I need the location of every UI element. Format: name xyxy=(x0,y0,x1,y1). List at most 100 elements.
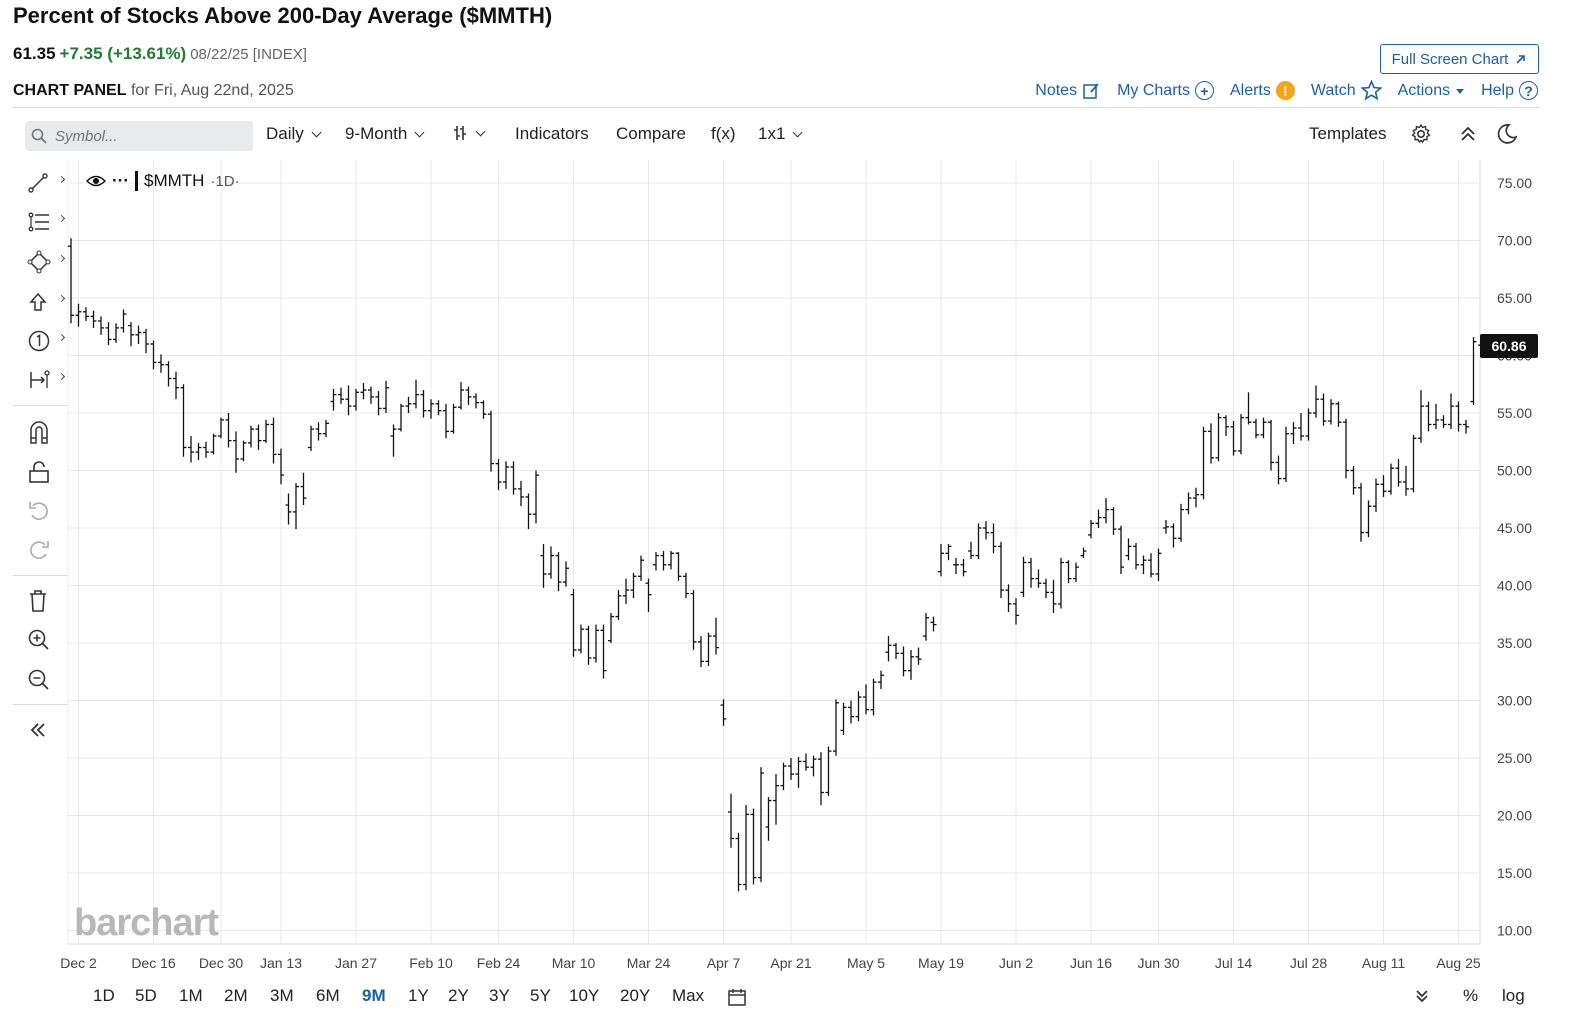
dark-mode-toggle[interactable] xyxy=(1496,123,1518,145)
range-2y[interactable]: 2Y xyxy=(448,986,469,1005)
collapse-toolbar-button[interactable] xyxy=(1459,125,1477,143)
arrow-up-icon xyxy=(29,292,47,311)
ohlc-bar xyxy=(795,756,802,788)
ohlc-bar xyxy=(353,388,359,411)
magnet-tool[interactable] xyxy=(13,417,67,447)
last-price: 61.35 xyxy=(13,44,56,63)
help-link[interactable]: Help? xyxy=(1481,80,1538,101)
divider xyxy=(13,405,67,406)
layout-dropdown[interactable]: 1x1 xyxy=(758,124,803,144)
range-1y[interactable]: 1Y xyxy=(408,986,429,1005)
settings-button[interactable] xyxy=(1410,123,1432,145)
ohlc-bar xyxy=(315,422,322,441)
range-6m[interactable]: 6M xyxy=(316,986,340,1005)
ohlc-bar xyxy=(998,541,1004,599)
ohlc-bar xyxy=(360,383,367,400)
compare-button[interactable]: Compare xyxy=(616,124,686,144)
period-dropdown[interactable]: 9-Month xyxy=(345,124,425,144)
symbol-search[interactable] xyxy=(25,121,253,151)
range-max[interactable]: Max xyxy=(672,986,705,1005)
ohlc-bar xyxy=(1058,557,1064,609)
ohlc-bar xyxy=(83,307,89,321)
annotation-tool[interactable] xyxy=(13,326,67,356)
range-5d[interactable]: 5D xyxy=(135,986,157,1005)
ohlc-bar xyxy=(113,323,119,343)
ohlc-bar xyxy=(1298,413,1304,441)
indicators-button[interactable]: Indicators xyxy=(515,124,589,144)
my-charts-link[interactable]: My Charts + xyxy=(1117,80,1214,101)
shape-tool[interactable] xyxy=(13,247,67,277)
ohlc-bar xyxy=(285,493,292,525)
ohlc-bar xyxy=(1253,418,1259,439)
ohlc-bar xyxy=(1005,584,1012,612)
ohlc-bar xyxy=(1448,393,1454,430)
ohlc-bar xyxy=(893,643,899,660)
x-axis: Dec 2 Dec 16 Dec 30 Jan 13 Jan 27 Feb 10 Feb 2… xyxy=(60,955,1481,971)
undo-button[interactable] xyxy=(13,496,67,526)
range-2m[interactable]: 2M xyxy=(224,986,248,1005)
ohlc-bar-icon xyxy=(454,126,466,140)
measure-tool[interactable] xyxy=(13,365,67,395)
arrow-tool[interactable] xyxy=(13,287,67,317)
quote-line: 61.35 +7.35 (+13.61%) 08/22/25 [INDEX] xyxy=(13,44,307,64)
zoom-out-button[interactable] xyxy=(13,665,67,695)
ohlc-bar xyxy=(1140,555,1147,574)
ohlc-bar xyxy=(1043,578,1049,599)
symbol-input[interactable] xyxy=(55,127,235,145)
range-3m[interactable]: 3M xyxy=(270,986,294,1005)
y-tick-label: 10.00 xyxy=(1497,923,1532,939)
double-chevron-down-icon xyxy=(1416,990,1428,1003)
collapse-sidebar-button[interactable] xyxy=(13,715,67,745)
delete-drawings-button[interactable] xyxy=(13,586,67,616)
range-9m[interactable]: 9M xyxy=(362,986,386,1005)
range-1m[interactable]: 1M xyxy=(179,986,203,1005)
percent-scale-toggle[interactable]: % xyxy=(1463,986,1479,1005)
watch-link[interactable]: Watch xyxy=(1311,80,1382,101)
zoom-in-button[interactable] xyxy=(13,625,67,655)
range-20y[interactable]: 20Y xyxy=(620,986,651,1005)
chart-type-dropdown[interactable] xyxy=(452,124,486,142)
grid xyxy=(67,160,1481,945)
full-screen-chart-button[interactable]: Full Screen Chart xyxy=(1380,44,1539,74)
redo-button[interactable] xyxy=(13,535,67,565)
eye-icon[interactable] xyxy=(86,174,106,188)
ohlc-bar xyxy=(165,361,172,387)
x-tick-label: Aug 11 xyxy=(1362,955,1406,971)
range-1d[interactable]: 1D xyxy=(93,986,115,1005)
x-tick-label: Dec 2 xyxy=(60,955,97,971)
calendar-button[interactable] xyxy=(727,987,747,1012)
function-button[interactable]: f(x) xyxy=(711,124,736,144)
ohlc-bar xyxy=(698,636,704,668)
ohlc-bar xyxy=(540,544,547,588)
trendline-tool[interactable] xyxy=(13,168,67,198)
range-3y[interactable]: 3Y xyxy=(489,986,510,1005)
number-marker-icon xyxy=(28,330,50,352)
interval-dropdown[interactable]: Daily xyxy=(266,124,322,144)
range-10y[interactable]: 10Y xyxy=(569,986,600,1005)
lock-tool[interactable] xyxy=(13,457,67,487)
x-tick-label: May 19 xyxy=(918,955,964,971)
ohlc-bar xyxy=(495,459,502,491)
ohlc-bar xyxy=(90,310,97,328)
actions-menu[interactable]: Actions xyxy=(1398,80,1465,101)
more-options-icon[interactable]: ··· xyxy=(112,171,129,190)
compare-label: Compare xyxy=(616,124,686,143)
y-tick-label: 20.00 xyxy=(1497,808,1532,824)
templates-button[interactable]: Templates xyxy=(1309,124,1386,144)
divider xyxy=(13,575,67,576)
collapse-range-button[interactable] xyxy=(1414,988,1430,1009)
ohlc-bar xyxy=(368,386,374,404)
ohlc-bar xyxy=(1268,419,1274,471)
ohlc-bar xyxy=(270,417,277,464)
ohlc-bar xyxy=(713,617,719,655)
ohlc-bar xyxy=(525,493,532,530)
alerts-link[interactable]: Alerts! xyxy=(1230,80,1295,101)
fib-tool[interactable] xyxy=(13,207,67,237)
ohlc-bar xyxy=(1433,403,1439,430)
x-tick-label: Mar 24 xyxy=(627,955,671,971)
range-5y[interactable]: 5Y xyxy=(530,986,551,1005)
log-scale-toggle[interactable]: log xyxy=(1502,986,1525,1005)
notes-link[interactable]: Notes xyxy=(1035,80,1101,101)
barchart-logo: barchart xyxy=(74,902,219,944)
